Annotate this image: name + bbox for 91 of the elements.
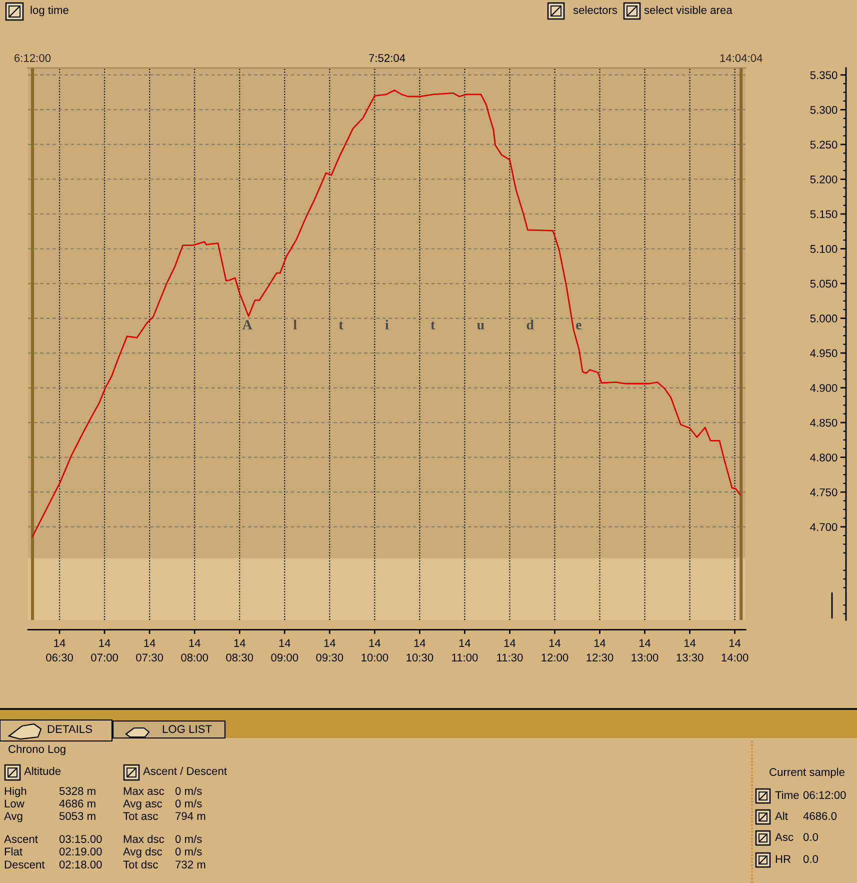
text: DETAILS: [48, 725, 92, 733]
text: 5053 m: [59, 812, 96, 820]
text: 02:18.00: [59, 860, 102, 868]
text: 14: [324, 639, 336, 647]
text: 14: [279, 639, 290, 647]
y-tick-label: 4.800: [810, 454, 838, 462]
text: 14: [639, 639, 651, 647]
x-tick-label: 11:00: [452, 654, 478, 662]
text: 14: [144, 639, 156, 647]
text: 02:19.00: [59, 848, 102, 856]
text: 14: [504, 639, 516, 647]
text: log time: [30, 6, 68, 16]
text: 14: [684, 639, 696, 647]
text: 14: [414, 639, 426, 647]
text: 14: [234, 639, 246, 647]
text: 732 m: [176, 860, 206, 868]
y-tick-label: 5.050: [810, 280, 838, 288]
x-tick-label: 10:30: [406, 654, 434, 662]
x-tick-label: 09:30: [316, 654, 344, 662]
text: Ascent / Descent: [143, 766, 227, 775]
y-tick-label: 5.150: [810, 210, 838, 218]
text: Ascent: [4, 835, 38, 843]
text: 4686 m: [59, 800, 96, 808]
text: selectors: [573, 6, 618, 14]
y-tick-label: 5.000: [810, 314, 838, 322]
text: 5328 m: [59, 787, 96, 795]
text: 14: [369, 639, 380, 647]
text: 14: [549, 639, 561, 647]
text: 14: [54, 639, 66, 647]
x-tick-label: 08:30: [226, 654, 254, 662]
text: 4686.0: [803, 812, 837, 820]
x-tick-label: 11:30: [497, 654, 523, 662]
text: Altitude: [24, 766, 61, 775]
x-tick-label: 12:30: [586, 654, 614, 662]
text: 7:52:04: [369, 54, 406, 62]
x-tick-label: 07:30: [136, 654, 164, 662]
text: 14: [594, 639, 606, 647]
ref-line-label: 6:12:00: [14, 54, 51, 62]
y-tick-label: 4.750: [810, 488, 838, 496]
y-tick-label: 4.950: [810, 349, 838, 358]
text: Avg dsc: [123, 847, 162, 858]
text: 03:15.00: [59, 835, 102, 843]
y-tick-label: 4.900: [810, 384, 838, 392]
text: 14: [729, 639, 741, 647]
text: 794 m: [176, 812, 206, 820]
y-tick-label: 5.250: [810, 140, 838, 149]
x-tick-label: 07:00: [91, 654, 118, 662]
text: Max asc: [124, 787, 164, 795]
y-tick-label: 4.700: [810, 523, 838, 531]
x-tick-label: 13:30: [676, 654, 704, 662]
ref-line-label: 14:04:04: [720, 54, 762, 62]
x-tick-label: 09:00: [271, 654, 298, 662]
text: 06:12:00: [803, 791, 846, 799]
text: 0 m/s: [175, 834, 202, 843]
y-tick-label: 5.200: [810, 176, 838, 184]
y-tick-label: 5.300: [810, 106, 838, 114]
text: Chrono Log: [8, 744, 66, 756]
text: 0 m/s: [175, 799, 202, 808]
text: 14: [99, 639, 110, 647]
x-tick-label: 12:00: [542, 654, 568, 662]
text: HR: [776, 855, 791, 863]
y-tick-label: 5.350: [810, 71, 838, 80]
text: 0.0: [803, 833, 818, 841]
x-tick-label: 14:00: [722, 654, 748, 662]
annotation: A l t i t u d e: [242, 320, 582, 330]
text: Tot asc: [123, 812, 158, 820]
text: Asc: [775, 833, 794, 841]
text: Flat: [4, 847, 22, 856]
text: LOG LIST: [162, 725, 212, 733]
text: Tot dsc: [123, 860, 158, 868]
text: 0 m/s: [175, 847, 202, 856]
text: Avg: [4, 812, 22, 822]
text: select visible area: [644, 6, 732, 14]
text: Descent: [4, 860, 45, 868]
text: Current sample: [770, 768, 844, 778]
text: Time: [775, 790, 799, 799]
y-tick-label: 4.850: [810, 418, 838, 427]
x-tick-label: 08:00: [181, 654, 208, 662]
text: 14: [189, 639, 200, 647]
text: Max dsc: [124, 834, 164, 843]
text: 14: [459, 639, 471, 647]
x-tick-label: 10:00: [362, 654, 388, 662]
text: Alt: [775, 812, 788, 820]
text: Avg asc: [123, 800, 162, 810]
x-tick-label: 13:00: [632, 654, 658, 662]
text: 0.0: [803, 855, 818, 863]
y-tick-label: 5.100: [810, 245, 838, 253]
text: High: [4, 786, 26, 798]
text: Low: [4, 800, 24, 808]
x-tick-label: 06:30: [46, 654, 73, 662]
text: 0 m/s: [175, 786, 202, 795]
